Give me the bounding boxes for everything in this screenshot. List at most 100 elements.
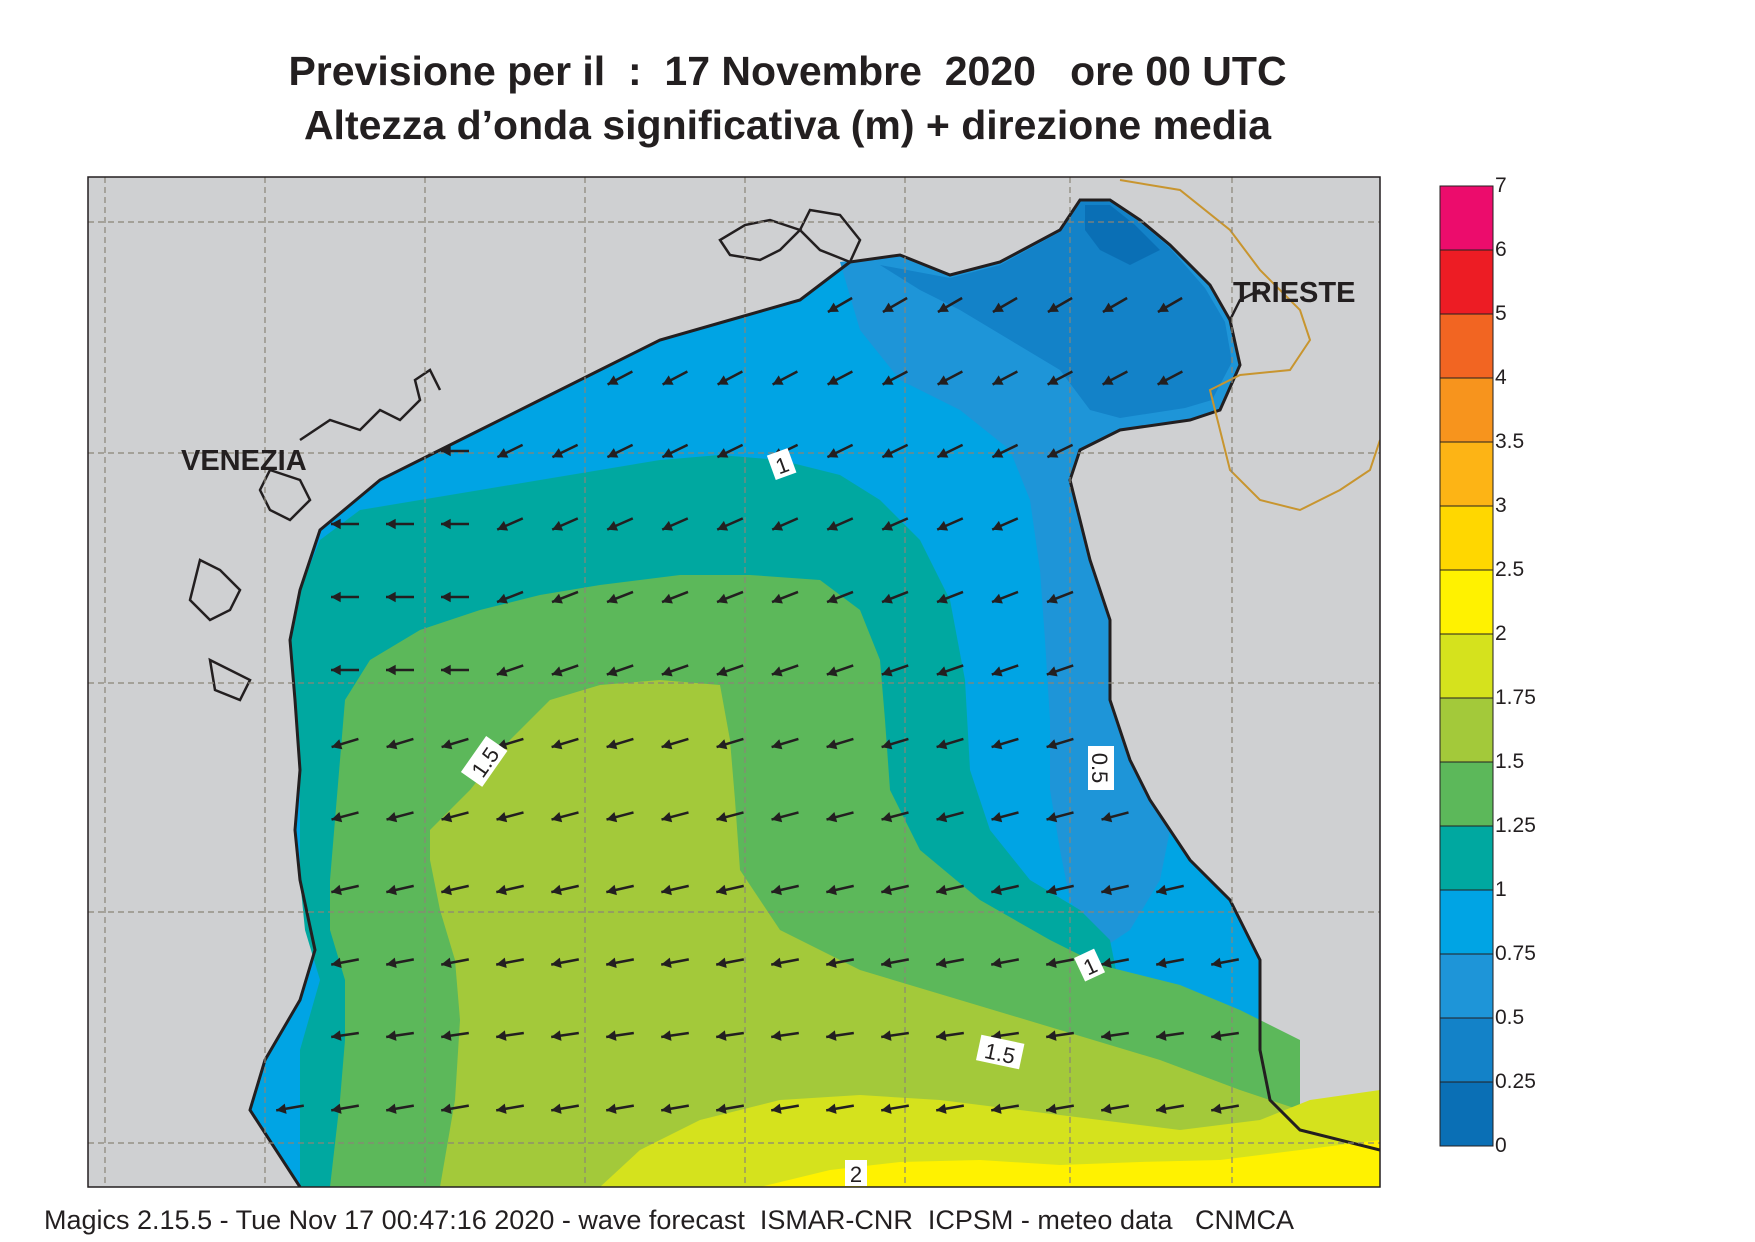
direction-arrowhead: [441, 1103, 452, 1114]
direction-arrowhead: [1101, 1103, 1112, 1114]
direction-arrowhead: [441, 445, 451, 457]
direction-arrowhead: [1156, 957, 1167, 968]
direction-arrowhead: [991, 739, 1003, 750]
direction-arrowhead: [441, 591, 451, 603]
direction-arrowhead: [716, 957, 727, 968]
direction-arrowhead: [771, 812, 783, 823]
direction-arrowhead: [937, 375, 949, 385]
direction-arrowhead: [1046, 957, 1057, 968]
direction-arrowhead: [717, 520, 729, 531]
forecast-subtitle: Altezza d’onda significativa (m) + direz…: [303, 102, 1272, 148]
legend-swatch: [1439, 633, 1494, 699]
direction-arrowhead: [1102, 302, 1114, 312]
city-label-venezia: VENEZIA: [181, 445, 307, 477]
legend-label: 0.75: [1495, 942, 1536, 965]
direction-arrowhead: [991, 812, 1003, 823]
direction-arrowhead: [496, 1103, 507, 1114]
direction-arrowhead: [991, 957, 1002, 968]
direction-arrowhead: [606, 957, 617, 968]
direction-arrowhead: [772, 593, 783, 604]
direction-arrowhead: [551, 957, 562, 968]
direction-arrowhead: [606, 1030, 617, 1041]
direction-arrowhead: [606, 666, 618, 677]
direction-arrowhead: [1046, 884, 1057, 896]
direction-arrowhead: [991, 1030, 1002, 1041]
direction-arrowhead: [441, 664, 451, 676]
direction-arrowhead: [716, 1030, 727, 1041]
direction-arrowhead: [936, 812, 948, 823]
direction-arrowhead: [552, 520, 564, 531]
direction-arrowhead: [716, 739, 728, 750]
direction-arrowhead: [1157, 302, 1169, 312]
direction-arrowhead: [551, 666, 563, 677]
legend-label: 3.5: [1495, 430, 1525, 453]
legend-swatch: [1439, 953, 1494, 1019]
direction-arrowhead: [826, 666, 838, 677]
direction-arrowhead: [826, 1103, 837, 1114]
legend-label: 2.5: [1495, 558, 1525, 581]
direction-arrowhead: [717, 593, 728, 604]
direction-arrowhead: [662, 448, 674, 458]
direction-arrowhead: [1102, 375, 1114, 385]
legend-label: 1.5: [1495, 750, 1525, 773]
direction-arrowhead: [771, 739, 783, 750]
coastline: [849, 198, 1380, 1152]
sea-band-2-2.5: [760, 1140, 1380, 1187]
direction-arrowhead: [441, 1030, 452, 1041]
sea-band-0-0.25: [1085, 205, 1160, 265]
legend-colorbar: [1439, 185, 1494, 1147]
legend-swatch: [1439, 377, 1494, 443]
forecast-title: Previsione per il : 17 Novembre 2020 ore…: [288, 48, 1287, 94]
direction-arrowhead: [1047, 375, 1059, 385]
direction-arrowhead: [496, 666, 508, 677]
sea-band-1.5-1.75: [430, 680, 1380, 1187]
footer-credits: Magics 2.15.5 - Tue Nov 17 00:47:16 2020…: [44, 1205, 1295, 1235]
direction-arrowhead: [992, 375, 1004, 385]
direction-arrowhead: [881, 739, 893, 750]
direction-arrowhead: [496, 1030, 507, 1041]
coastline: [248, 260, 851, 1187]
direction-arrowhead: [386, 664, 396, 676]
direction-arrowhead: [1211, 1030, 1222, 1041]
direction-arrowhead: [607, 593, 618, 604]
legend-swatch: [1439, 249, 1494, 315]
direction-arrowhead: [386, 739, 398, 750]
direction-arrowhead: [1046, 666, 1058, 677]
direction-arrowhead: [716, 666, 728, 677]
direction-arrowhead: [1101, 957, 1112, 968]
direction-arrowhead: [937, 302, 949, 312]
direction-arrowhead: [881, 1103, 892, 1114]
legend-swatch: [1439, 825, 1494, 891]
direction-arrowhead: [992, 520, 1004, 531]
direction-arrowhead: [936, 1103, 947, 1114]
direction-arrowhead: [441, 739, 453, 750]
direction-arrowhead: [991, 666, 1003, 677]
legend-label: 1.25: [1495, 814, 1536, 837]
direction-arrowhead: [497, 593, 508, 604]
direction-arrowhead: [496, 812, 508, 823]
direction-arrowhead: [1046, 1030, 1057, 1041]
direction-arrowhead: [936, 666, 948, 677]
direction-arrowhead: [662, 520, 674, 531]
direction-arrowhead: [826, 812, 838, 823]
direction-arrowhead: [661, 812, 673, 823]
direction-arrowhead: [1046, 1103, 1057, 1114]
direction-arrowhead: [1047, 593, 1058, 604]
direction-arrowhead: [827, 593, 838, 604]
graticule: [88, 177, 1380, 1187]
contour-label: 0.5: [1087, 753, 1112, 784]
direction-arrowhead: [662, 375, 674, 385]
direction-arrowhead: [1211, 957, 1222, 968]
legend-swatch: [1439, 889, 1494, 955]
direction-arrowhead: [992, 302, 1004, 312]
direction-arrowhead: [551, 739, 563, 750]
direction-arrowhead: [936, 1030, 947, 1041]
direction-arrowhead: [331, 518, 341, 530]
direction-arrowhead: [827, 448, 839, 458]
direction-arrowhead: [826, 884, 837, 896]
direction-arrowhead: [386, 591, 396, 603]
direction-arrowhead: [496, 957, 507, 968]
direction-arrowhead: [826, 1030, 837, 1041]
legend-label: 1: [1495, 878, 1507, 901]
direction-arrowhead: [331, 812, 343, 823]
